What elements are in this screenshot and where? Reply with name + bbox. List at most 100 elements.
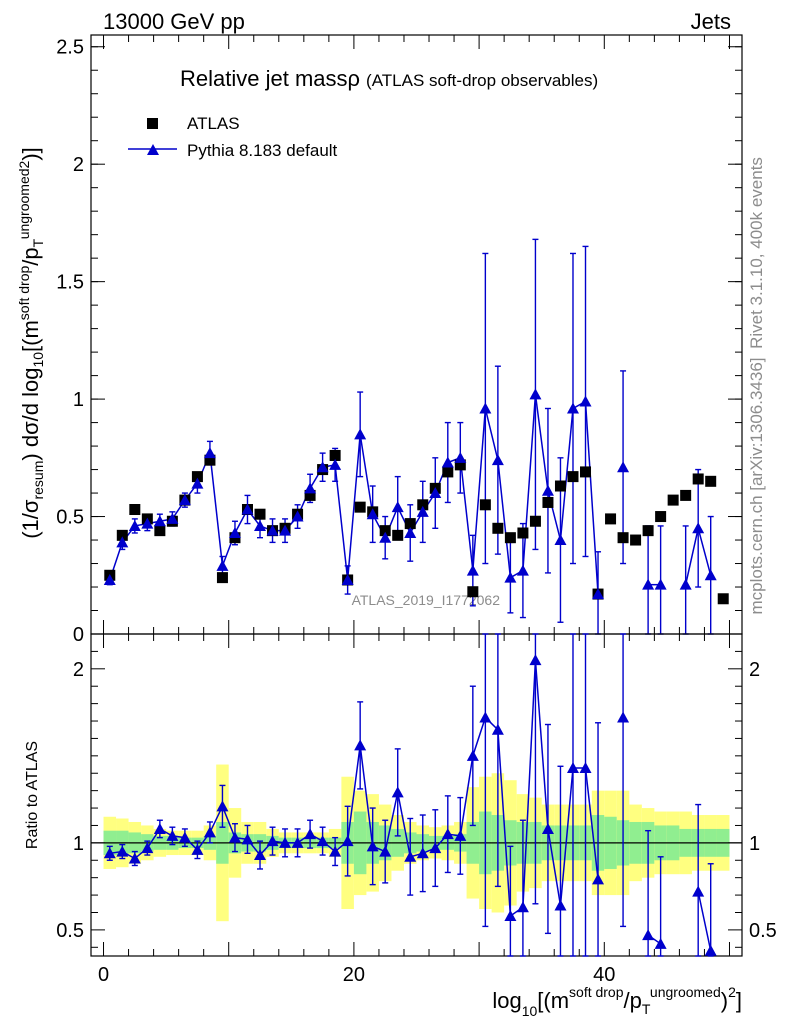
ratio-point <box>141 842 154 854</box>
pythia-point <box>416 505 429 517</box>
ratio-point <box>541 822 554 834</box>
pythia-point <box>491 454 504 466</box>
atlas-point <box>454 459 466 471</box>
pythia-point <box>642 578 655 590</box>
ratio-y-tick-label-left: 2 <box>73 659 84 681</box>
atlas-point <box>692 473 704 485</box>
ratio-point <box>341 835 354 847</box>
atlas-point <box>129 504 141 516</box>
ratio-point <box>579 762 592 774</box>
ratio-point <box>103 847 116 859</box>
ratio-point <box>566 762 579 774</box>
legend-pythia-marker <box>147 144 159 155</box>
atlas-point <box>667 494 679 506</box>
pythia-point <box>354 428 367 440</box>
ratio-point <box>454 829 467 841</box>
pythia-point <box>592 588 605 600</box>
ratio-point <box>491 723 504 735</box>
ratio-point <box>254 849 267 861</box>
ratio-point <box>266 835 279 847</box>
pythia-point <box>228 526 241 538</box>
atlas-point <box>304 489 316 501</box>
pythia-point <box>516 564 529 576</box>
atlas-point <box>504 532 516 544</box>
atlas-point <box>680 489 692 501</box>
atlas-point <box>404 518 416 530</box>
main-y-axis-label: (1/σresum) dσ/d log10[(msoft drop/pTungr… <box>16 147 46 539</box>
atlas-point <box>354 501 366 513</box>
main-y-tick-label: 0 <box>73 624 84 646</box>
pythia-point <box>466 564 479 576</box>
pythia-point <box>654 578 667 590</box>
ratio-point <box>128 852 141 864</box>
atlas-point <box>529 515 541 527</box>
atlas-point <box>442 466 454 478</box>
ratio-line <box>109 660 599 918</box>
pythia-point <box>266 524 279 536</box>
atlas-point <box>567 471 579 483</box>
pythia-point <box>254 519 267 531</box>
ratio-y-tick-label-left: 1 <box>73 833 84 855</box>
pythia-point <box>504 571 517 583</box>
atlas-point <box>191 471 203 483</box>
main-y-tick-label: 2 <box>73 154 84 176</box>
atlas-point <box>479 499 491 511</box>
ratio-point <box>166 829 179 841</box>
pythia-point <box>329 458 342 470</box>
ratio-point <box>116 845 129 857</box>
ratio-point <box>692 885 705 897</box>
pythia-point <box>291 510 304 522</box>
pythia-point <box>679 578 692 590</box>
ratio-point <box>216 800 229 812</box>
ratio-point <box>479 711 492 723</box>
ratio-line <box>697 891 712 951</box>
analysis-watermark: ATLAS_2019_I1772062 <box>352 592 501 608</box>
ratio-point <box>191 843 204 855</box>
ratio-point <box>153 822 166 834</box>
ratio-point <box>366 840 379 852</box>
atlas-point <box>542 496 554 508</box>
pythia-point <box>116 536 129 548</box>
pythia-point <box>541 484 554 496</box>
x-tick-label: 0 <box>98 964 109 986</box>
ratio-y-tick-label-right: 2 <box>749 659 760 681</box>
rivet-label: Rivet 3.1.10, 400k events <box>747 157 766 349</box>
ratio-point <box>617 711 630 723</box>
atlas-point <box>467 586 479 598</box>
pythia-point <box>404 526 417 538</box>
ratio-point <box>279 836 292 848</box>
pythia-point <box>166 512 179 524</box>
atlas-point <box>204 454 216 466</box>
pythia-point <box>566 402 579 414</box>
pythia-point <box>379 531 392 543</box>
pythia-point <box>554 534 567 546</box>
atlas-point <box>580 466 592 478</box>
ratio-y-tick-label-left: 0.5 <box>56 920 84 942</box>
pythia-point <box>429 487 442 499</box>
atlas-point <box>517 527 529 539</box>
legend-atlas-label: ATLAS <box>187 114 240 133</box>
pythia-point <box>241 503 254 515</box>
pythia-point <box>617 461 630 473</box>
ratio-point <box>642 929 655 941</box>
ratio-y-tick-label-right: 1 <box>749 833 760 855</box>
ratio-point <box>416 847 429 859</box>
atlas-point <box>116 529 128 541</box>
atlas-point <box>329 449 341 461</box>
main-data-marks <box>103 238 729 635</box>
pythia-point <box>216 559 229 571</box>
pythia-point <box>391 501 404 513</box>
ratio-panel: 0.5 0.51 12 20 20 40 <box>56 633 777 986</box>
ratio-point <box>379 845 392 857</box>
legend-atlas-marker <box>147 118 158 129</box>
ratio-y-tick-label-right: 0.5 <box>749 920 777 942</box>
chart-title-main: Relative jet massρ <box>180 66 360 91</box>
atlas-point <box>417 499 429 511</box>
ratio-point <box>441 828 454 840</box>
pythia-point <box>479 402 492 414</box>
atlas-point <box>617 532 629 544</box>
process-label: Jets <box>691 9 731 34</box>
ratio-point <box>329 845 342 857</box>
pythia-point <box>704 569 717 581</box>
